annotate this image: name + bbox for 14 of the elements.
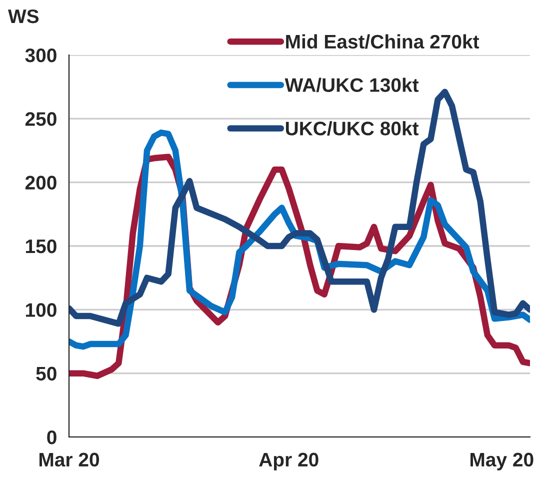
x-tick-label: Mar 20 [40, 452, 100, 467]
legend-label: WA/UKC 130kt [284, 78, 419, 92]
x-tick-label: May 20 [470, 452, 534, 470]
legend-label: UKC/UKC 80kt [286, 121, 419, 136]
y-tick-label: 100 [26, 303, 56, 317]
x-tick-label: Apr 20 [259, 452, 318, 470]
legend-label: Mid East/China 270kt [286, 34, 480, 49]
y-tick-label: 250 [25, 112, 56, 126]
y-axis-title: WS [8, 9, 39, 24]
y-tick-label: 50 [36, 366, 56, 381]
y-tick-label: 150 [26, 239, 56, 254]
y-tick-label: 200 [25, 176, 56, 190]
y-tick-label: 300 [25, 48, 56, 62]
y-tick-label: 0 [47, 430, 56, 444]
